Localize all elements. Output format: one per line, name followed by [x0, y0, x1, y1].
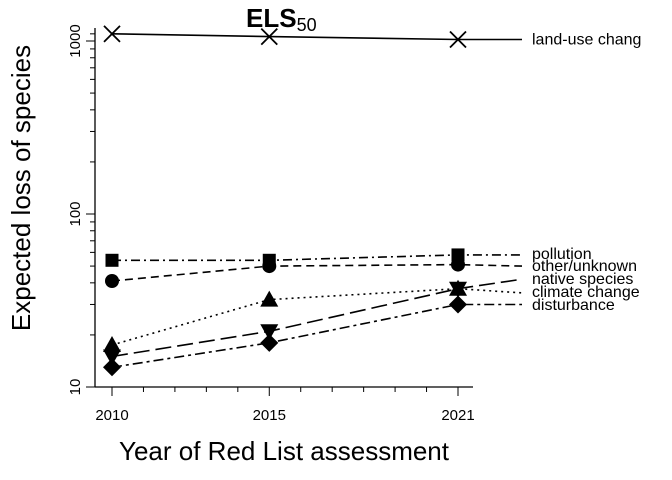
series-line: [111, 278, 523, 358]
square-marker: [105, 253, 119, 267]
series-label: climate change: [532, 284, 640, 301]
y-axis-title: Expected loss of species: [6, 45, 36, 331]
triangle-up-marker: [449, 279, 467, 296]
triangle-down-marker: [260, 324, 279, 341]
x-marker: [103, 25, 121, 43]
svg-text:ELS50: ELS50: [246, 3, 317, 35]
triangle-down-marker: [103, 349, 121, 366]
series-climate-change: climate change: [103, 279, 640, 352]
x-tick-label: 2015: [253, 407, 286, 424]
y-tick-label: 10: [67, 379, 84, 396]
triangle-up-marker: [260, 290, 279, 307]
series-line: [111, 263, 523, 282]
series-line: [111, 303, 522, 369]
x-tick-label: 2010: [95, 407, 128, 424]
x-marker: [260, 27, 278, 46]
series-line: [112, 254, 522, 262]
series-layer: land-use chang pollutionother/unknownnati…: [103, 25, 641, 377]
series-disturbance: disturbance: [103, 295, 615, 377]
x-axis-title: Year of Red List assessment: [119, 436, 450, 466]
series-line: [111, 287, 523, 346]
series-label: disturbance: [532, 297, 615, 314]
diamond-marker: [103, 358, 121, 377]
chart-title-text: ELS: [246, 3, 297, 33]
series-label: other/unknown: [532, 258, 637, 275]
series-label: land-use chang: [532, 32, 641, 49]
series-land-use-chang: land-use chang: [103, 25, 641, 49]
circle-marker: [262, 259, 277, 274]
y-tick-label: 100: [67, 201, 84, 226]
series-label: pollution: [532, 246, 592, 263]
series-other-unknown: other/unknown: [105, 257, 637, 288]
chart-title: ELS50: [246, 3, 317, 35]
diamond-marker: [260, 333, 279, 352]
square-marker: [451, 248, 465, 262]
circle-marker: [451, 257, 465, 272]
chart-title-subscript: 50: [297, 15, 317, 35]
y-tick-label: 1000: [67, 24, 84, 57]
series-line: [111, 33, 522, 41]
circle-marker: [105, 273, 119, 288]
x-marker: [449, 30, 467, 49]
series-label: native species: [532, 271, 633, 288]
series-pollution: pollution: [105, 246, 592, 267]
series-native-species: native species: [103, 271, 633, 366]
diamond-marker: [449, 295, 467, 314]
x-tick-label: 2021: [441, 407, 474, 424]
axes: 10 100 1000 2010 2015 2021: [67, 24, 475, 424]
triangle-up-marker: [103, 335, 121, 352]
